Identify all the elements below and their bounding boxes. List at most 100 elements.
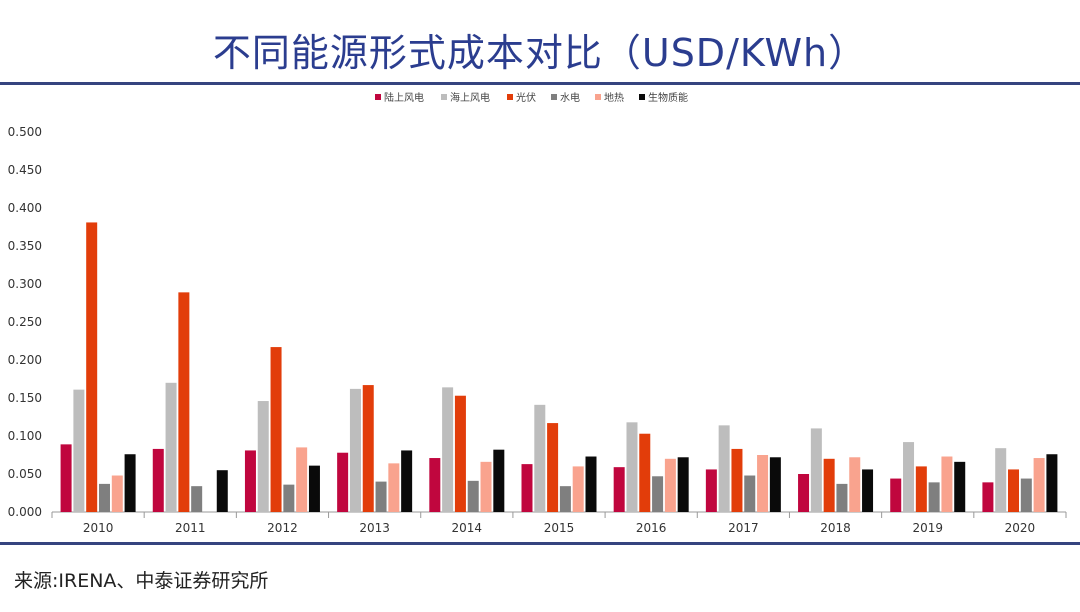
bar-2016-1 (626, 422, 638, 512)
bar-2014-1 (442, 387, 454, 512)
bar-2012-0 (244, 450, 256, 512)
bar-2014-5 (493, 449, 505, 512)
bar-2013-3 (375, 481, 387, 512)
y-tick-label: 0.300 (8, 277, 42, 291)
bar-2016-5 (677, 457, 689, 512)
x-tick-label: 2018 (820, 521, 851, 535)
y-tick-label: 0.100 (8, 429, 42, 443)
bar-2011-1 (165, 382, 177, 512)
bar-2016-3 (652, 476, 664, 512)
bar-2014-3 (467, 480, 479, 512)
bar-2010-4 (111, 475, 123, 512)
bar-2013-4 (388, 463, 400, 512)
bar-2014-0 (429, 458, 441, 512)
bar-2016-2 (639, 433, 651, 512)
y-tick-label: 0.450 (8, 163, 42, 177)
bar-2015-4 (572, 466, 584, 512)
y-tick-label: 0.000 (8, 505, 42, 519)
bar-2019-2 (915, 466, 927, 512)
bar-2018-4 (849, 457, 861, 512)
bar-2017-0 (705, 469, 717, 512)
bar-2017-2 (731, 448, 743, 512)
bar-2020-1 (995, 448, 1007, 512)
bar-2015-0 (521, 464, 533, 512)
legend-swatch (595, 94, 601, 100)
page-title: 不同能源形式成本对比（USD/KWh） (212, 31, 868, 75)
bar-2013-2 (362, 385, 374, 512)
bar-2015-3 (559, 486, 571, 512)
chart-area: 0.000 0.050 0.100 0.150 0.200 0.250 0.300 0.350… (0, 88, 1080, 540)
y-tick-label: 0.050 (8, 467, 42, 481)
legend-label: 水电 (560, 91, 580, 104)
bar-2019-1 (903, 442, 915, 512)
bar-2016-0 (613, 467, 625, 512)
y-tick-label: 0.150 (8, 391, 42, 405)
bar-2020-4 (1033, 458, 1045, 512)
x-tick-label: 2014 (452, 521, 483, 535)
source-note: 来源:IRENA、中泰证券研究所 (14, 570, 269, 592)
x-tick-label: 2012 (267, 521, 298, 535)
bar-2018-3 (836, 483, 848, 512)
x-tick-label: 2019 (912, 521, 943, 535)
x-tick-label: 2010 (83, 521, 114, 535)
x-tick-label: 2011 (175, 521, 206, 535)
bar-2018-2 (823, 458, 835, 512)
y-tick-label: 0.350 (8, 239, 42, 253)
bar-2017-3 (744, 475, 756, 512)
bar-2012-1 (257, 401, 269, 512)
legend-swatch (507, 94, 513, 100)
bar-2018-0 (798, 474, 810, 512)
bar-2018-5 (862, 469, 874, 512)
bar-2020-5 (1046, 454, 1058, 512)
bar-2014-4 (480, 461, 492, 512)
bar-2017-4 (757, 455, 769, 512)
legend-label: 地热 (604, 91, 624, 104)
bar-2020-3 (1020, 478, 1032, 512)
legend-swatch (639, 94, 645, 100)
bar-2010-3 (98, 483, 110, 512)
y-tick-label: 0.400 (8, 201, 42, 215)
bar-2011-0 (152, 448, 164, 512)
bar-2010-0 (60, 444, 72, 512)
bar-2011-3 (191, 486, 203, 512)
x-tick-label: 2016 (636, 521, 667, 535)
bar-2020-0 (982, 482, 994, 512)
bar-2014-2 (454, 395, 466, 512)
title-divider (0, 82, 1080, 85)
bar-2013-0 (337, 452, 349, 512)
bar-2011-5 (216, 470, 228, 512)
bar-2019-0 (890, 478, 902, 512)
y-tick-label: 0.250 (8, 315, 42, 329)
legend-label: 陆上风电 (384, 91, 424, 104)
bar-2017-5 (769, 457, 781, 512)
legend-swatch (375, 94, 381, 100)
bar-2018-1 (810, 428, 822, 512)
bar-2019-3 (928, 482, 940, 512)
y-tick-label: 0.200 (8, 353, 42, 367)
footer-divider (0, 542, 1080, 545)
bar-2011-2 (178, 292, 190, 512)
bar-2017-1 (718, 425, 730, 512)
bar-2019-4 (941, 456, 953, 512)
bar-2012-3 (283, 484, 295, 512)
x-tick-label: 2020 (1005, 521, 1036, 535)
legend-label: 海上风电 (450, 91, 490, 104)
bar-2015-1 (534, 404, 546, 512)
bar-chart: 0.000 0.050 0.100 0.150 0.200 0.250 0.300 0.350… (8, 91, 1067, 535)
x-tick-label: 2015 (544, 521, 575, 535)
bar-2019-5 (954, 461, 966, 512)
legend-swatch (551, 94, 557, 100)
bar-2010-5 (124, 454, 136, 512)
y-tick-label: 0.500 (8, 125, 42, 139)
bar-2012-2 (270, 347, 282, 512)
x-tick-label: 2017 (728, 521, 759, 535)
bar-2012-5 (308, 465, 320, 512)
legend-label: 生物质能 (648, 91, 688, 104)
bar-2016-4 (664, 458, 676, 512)
bar-2013-1 (349, 388, 361, 512)
bar-2013-5 (401, 450, 413, 512)
x-tick-label: 2013 (359, 521, 390, 535)
bar-2012-4 (296, 447, 308, 512)
legend-label: 光伏 (516, 91, 536, 104)
bar-2020-2 (1008, 469, 1020, 512)
